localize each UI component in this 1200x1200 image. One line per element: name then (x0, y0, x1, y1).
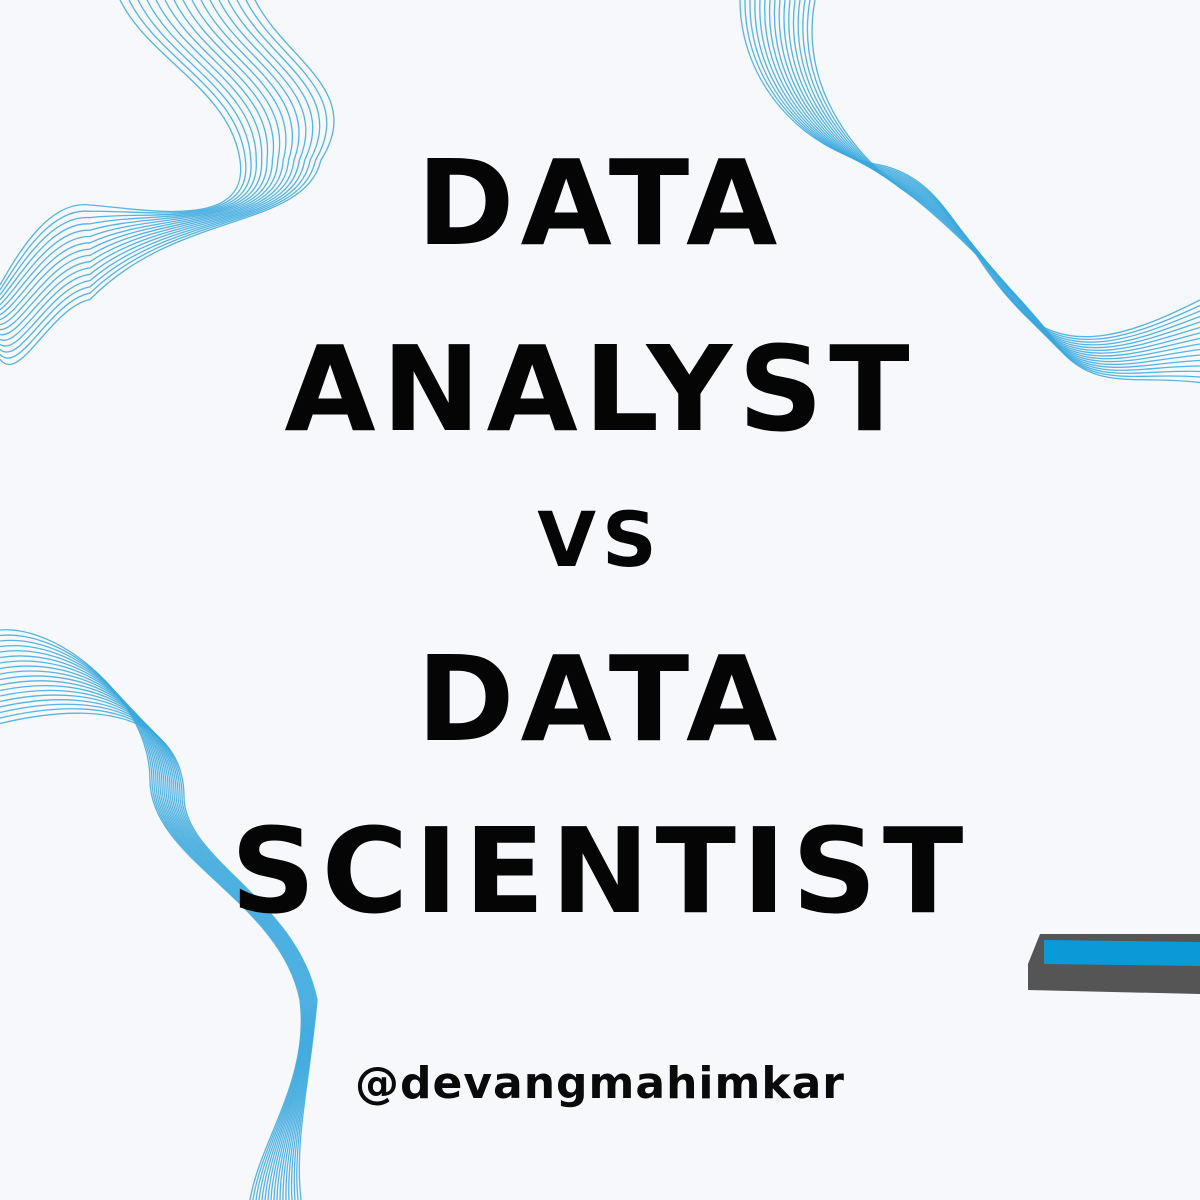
wave-line (0, 708, 317, 1200)
wave-line (0, 694, 314, 1200)
wave-line (0, 685, 312, 1200)
blue-bar-widget (1028, 934, 1200, 994)
headline-line-analyst: ANALYST (284, 320, 916, 458)
wave-line (0, 699, 315, 1200)
headline-line-scientist: SCIENTIST (230, 802, 970, 940)
author-handle: @devangmahimkar (355, 1058, 845, 1109)
wave-line (0, 689, 313, 1200)
headline-line-data-1: DATA (416, 134, 784, 272)
wave-line (0, 680, 311, 1200)
headline-line-data-2: DATA (416, 630, 784, 768)
wave-line (0, 712, 318, 1200)
headline-line-vs: VS (537, 495, 663, 584)
bar-accent-fill (1044, 940, 1200, 966)
wave-line (0, 703, 316, 1200)
